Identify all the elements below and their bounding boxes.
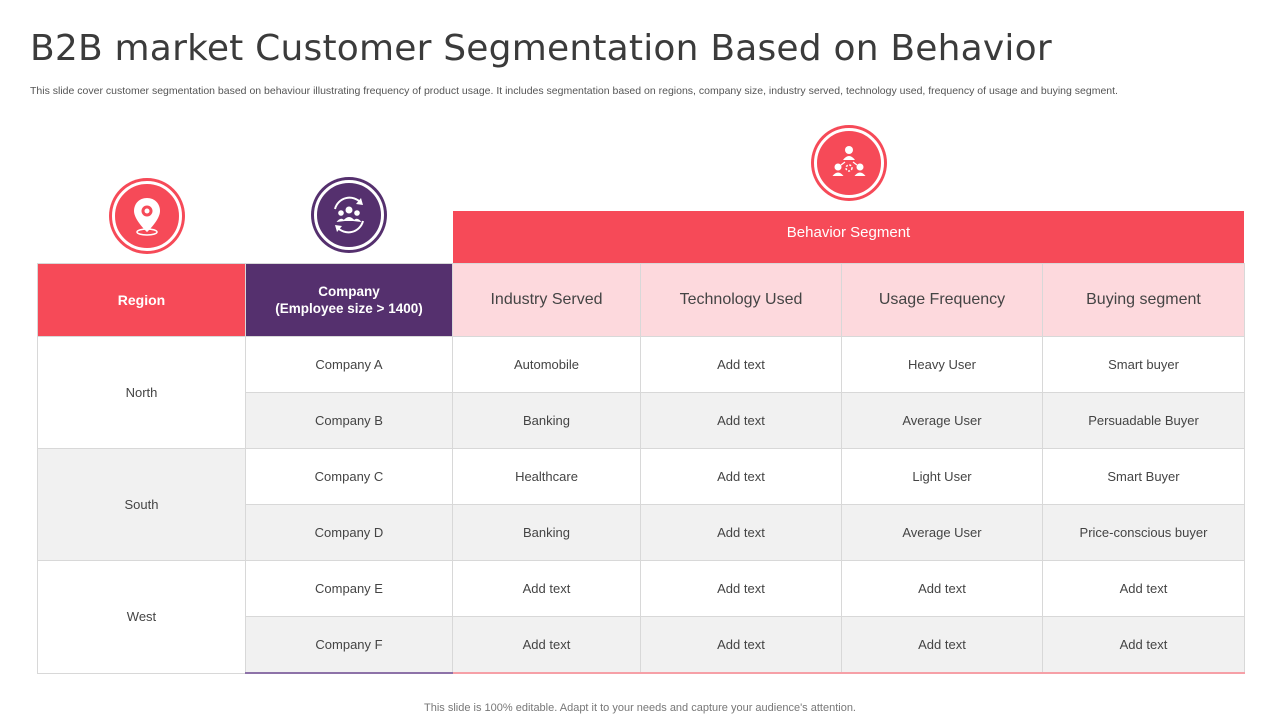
cell-industry: Banking xyxy=(452,392,641,449)
region-cell-west: West xyxy=(37,560,246,674)
table-header-row: Region Company (Employee size > 1400) In… xyxy=(37,263,1245,337)
cell-usage: Light User xyxy=(841,448,1043,505)
header-industry: Industry Served xyxy=(452,263,641,337)
region-cell-south: South xyxy=(37,448,246,561)
page-title: B2B market Customer Segmentation Based o… xyxy=(30,28,1052,69)
cell-technology: Add text xyxy=(640,504,842,561)
cell-buying: Persuadable Buyer xyxy=(1042,392,1245,449)
header-company-line2: (Employee size > 1400) xyxy=(275,301,423,316)
header-company: Company (Employee size > 1400) xyxy=(245,263,453,337)
cell-buying: Smart Buyer xyxy=(1042,448,1245,505)
cell-buying: Add text xyxy=(1042,616,1245,674)
team-cycle-icon xyxy=(314,180,384,250)
header-company-line1: Company xyxy=(318,284,380,299)
header-usage: Usage Frequency xyxy=(841,263,1043,337)
cell-technology: Add text xyxy=(640,336,842,393)
cell-usage: Average User xyxy=(841,504,1043,561)
region-icon-badge xyxy=(109,178,185,254)
behavior-icon-badge xyxy=(811,125,887,201)
cell-company: Company A xyxy=(245,336,453,393)
cell-usage: Heavy User xyxy=(841,336,1043,393)
cell-industry: Add text xyxy=(452,616,641,674)
cell-company: Company C xyxy=(245,448,453,505)
cell-technology: Add text xyxy=(640,392,842,449)
table-row: West Company E Add text Add text Add tex… xyxy=(37,560,1245,674)
cell-industry: Add text xyxy=(452,560,641,617)
cell-usage: Add text xyxy=(841,560,1043,617)
cell-company: Company E xyxy=(245,560,453,617)
location-pin-icon xyxy=(112,181,182,251)
cell-industry: Banking xyxy=(452,504,641,561)
cell-usage: Average User xyxy=(841,392,1043,449)
table-row: Company D Banking Add text Average User … xyxy=(38,504,1245,561)
table-row: North Company A Automobile Add text Heav… xyxy=(37,336,1245,449)
behavior-segment-label: Behavior Segment xyxy=(786,223,911,241)
page-subtitle: This slide cover customer segmentation b… xyxy=(30,85,1118,97)
network-people-icon xyxy=(814,128,884,198)
header-buying: Buying segment xyxy=(1042,263,1245,337)
cell-usage: Add text xyxy=(841,616,1043,674)
cell-buying: Smart buyer xyxy=(1042,336,1245,393)
cell-company: Company B xyxy=(245,392,453,449)
header-region: Region xyxy=(37,263,246,337)
cell-buying: Add text xyxy=(1042,560,1245,617)
table-row: Company B Banking Add text Average User … xyxy=(38,392,1245,449)
footer-note: This slide is 100% editable. Adapt it to… xyxy=(424,702,856,714)
cell-technology: Add text xyxy=(640,616,842,674)
header-technology: Technology Used xyxy=(640,263,842,337)
table-row: Company F Add text Add text Add text Add… xyxy=(38,616,1245,674)
region-cell-north: North xyxy=(37,336,246,449)
cell-technology: Add text xyxy=(640,560,842,617)
cell-technology: Add text xyxy=(640,448,842,505)
behavior-segment-header: Behavior Segment xyxy=(453,211,1244,263)
cell-industry: Automobile xyxy=(452,336,641,393)
cell-company: Company D xyxy=(245,504,453,561)
cell-industry: Healthcare xyxy=(452,448,641,505)
cell-buying: Price-conscious buyer xyxy=(1042,504,1245,561)
cell-company: Company F xyxy=(245,616,453,674)
company-icon-badge xyxy=(311,177,387,253)
table-row: South Company C Healthcare Add text Ligh… xyxy=(37,448,1245,561)
segmentation-table: Region Company (Employee size > 1400) In… xyxy=(37,263,1245,674)
